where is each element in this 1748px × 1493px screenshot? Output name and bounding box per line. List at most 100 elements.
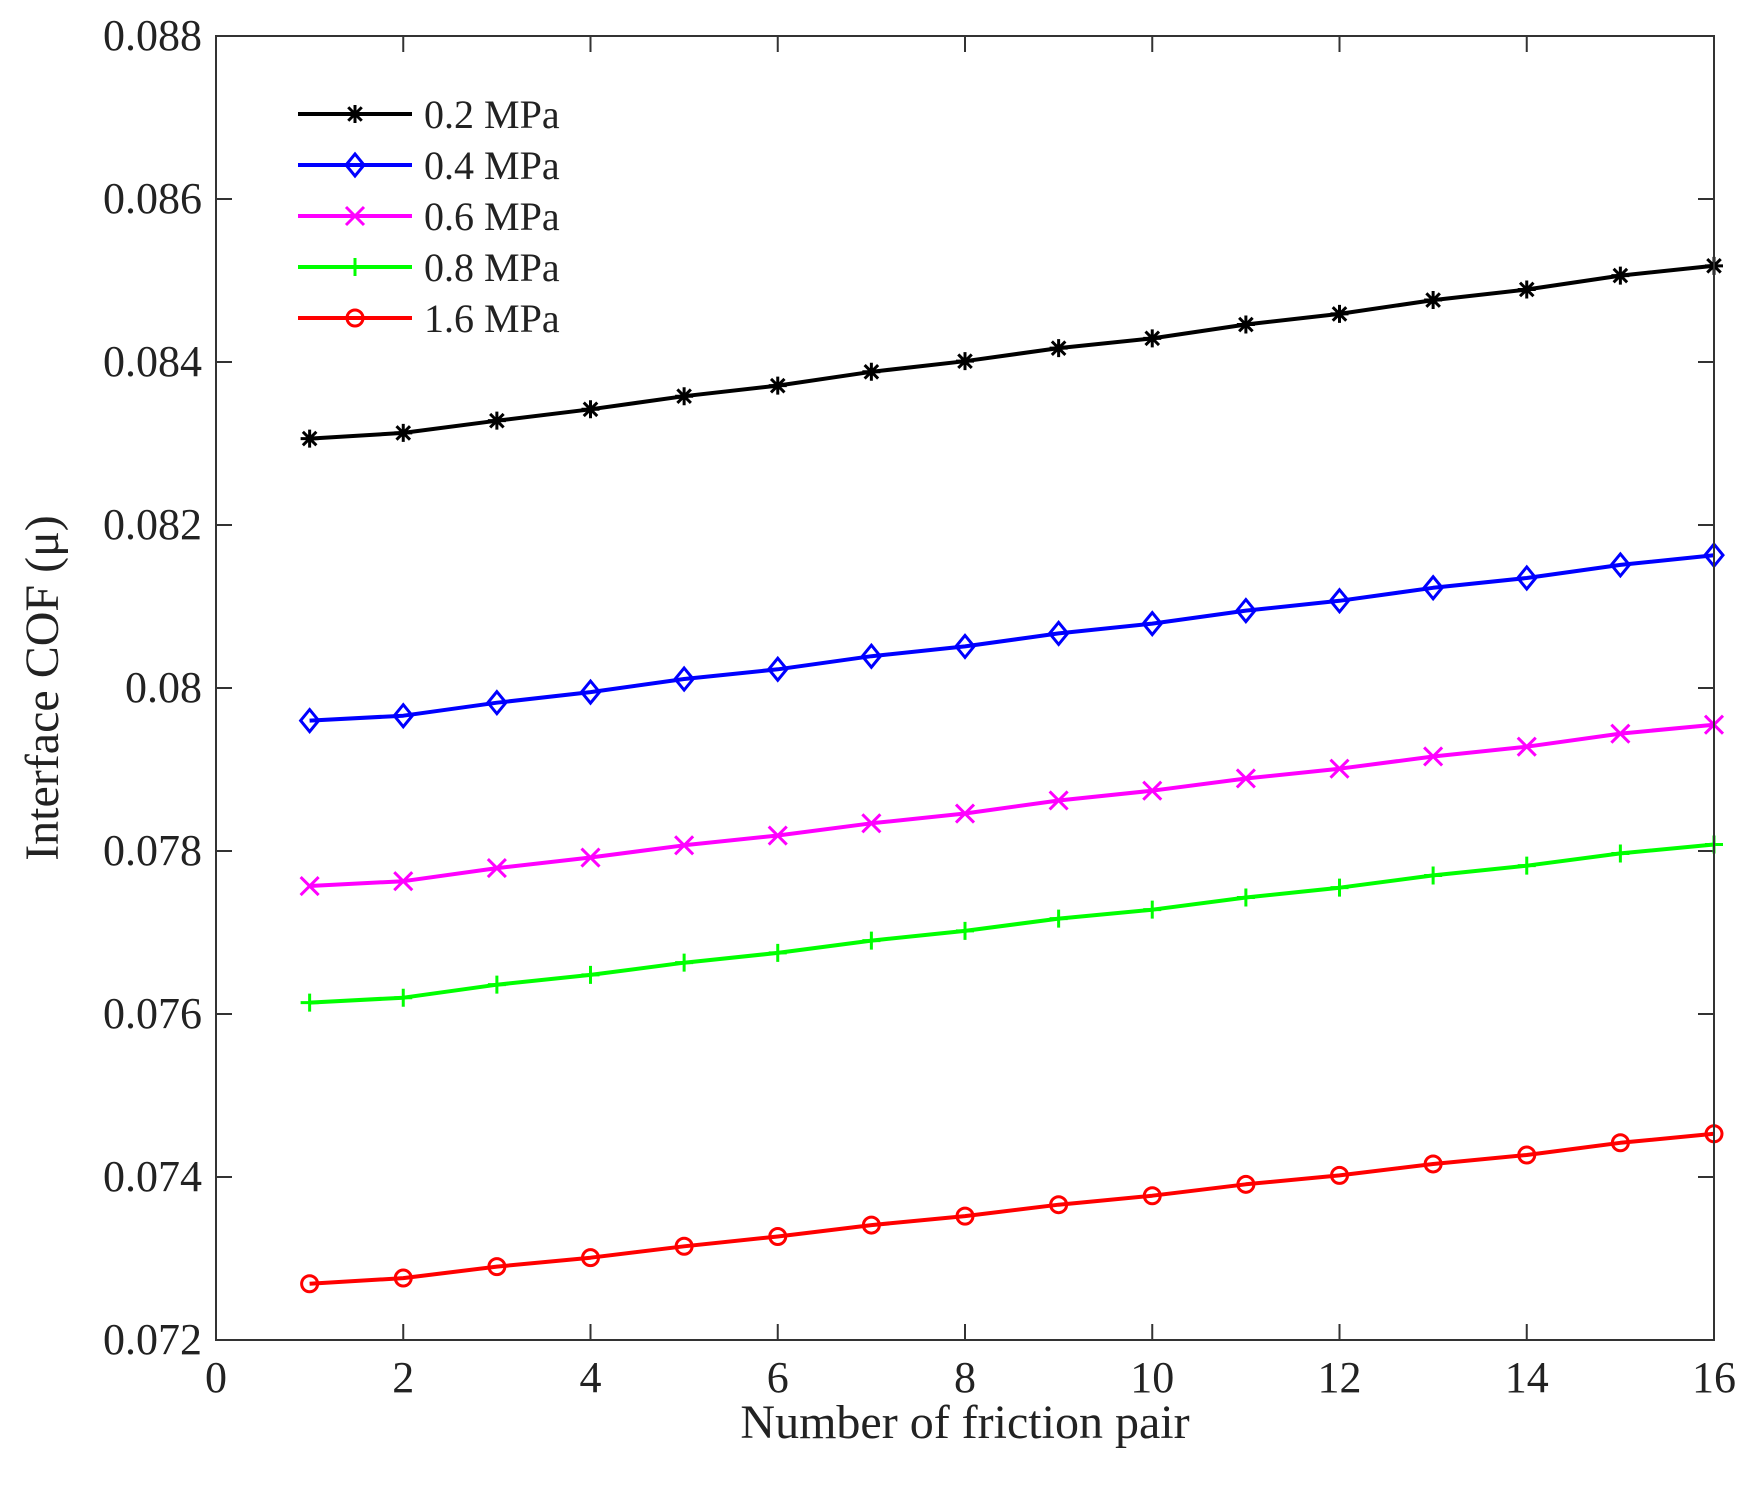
data-point-x — [1610, 723, 1631, 744]
x-tick-label: 2 — [392, 1353, 414, 1402]
data-point-circle — [581, 1248, 600, 1268]
legend-label: 0.4 MPa — [424, 143, 560, 188]
y-axis-title: Interface COF (μ) — [16, 515, 69, 861]
data-point-plus — [581, 965, 600, 984]
data-point-circle — [1330, 1165, 1349, 1185]
data-point-diamond — [485, 689, 508, 717]
data-point-x — [861, 813, 882, 834]
data-point-asterisk — [581, 400, 600, 419]
data-point-plus — [1236, 888, 1255, 907]
x-tick-label: 8 — [954, 1353, 976, 1402]
series-0_6-MPa — [299, 714, 1725, 897]
data-point-circle — [674, 1236, 694, 1256]
data-point-asterisk — [862, 362, 881, 381]
series-line — [309, 722, 1715, 888]
x-tick-label: 12 — [1318, 1353, 1362, 1402]
data-point-circle — [487, 1257, 507, 1277]
legend-entry: 0.6 MPa — [298, 194, 560, 239]
data-point-plus — [768, 943, 787, 962]
x-tick-label: 6 — [767, 1353, 789, 1402]
data-point-plus — [1611, 844, 1630, 863]
data-point-plus — [394, 988, 413, 1007]
y-tick-label: 0.086 — [103, 174, 202, 223]
data-point-diamond — [344, 151, 366, 179]
data-point-x — [1516, 736, 1537, 757]
data-point-diamond — [954, 633, 976, 660]
x-axis-title: Number of friction pair — [740, 1396, 1189, 1449]
y-tick-label: 0.08 — [125, 663, 202, 712]
data-point-asterisk — [956, 352, 974, 371]
data-point-x — [580, 847, 601, 868]
data-point-asterisk — [1236, 315, 1255, 334]
data-point-diamond — [766, 655, 789, 683]
series-0_4-MPa — [298, 541, 1725, 734]
data-point-circle — [861, 1215, 881, 1235]
data-point-x — [767, 825, 788, 846]
series-line — [309, 1131, 1715, 1286]
series-1_6-MPa — [300, 1124, 1724, 1294]
data-point-asterisk — [768, 376, 787, 395]
legend-entry: 0.2 MPa — [298, 92, 560, 137]
data-point-plus — [1424, 866, 1443, 885]
data-point-diamond — [579, 678, 602, 706]
data-point-circle — [345, 308, 365, 328]
x-tick-label: 4 — [580, 1353, 602, 1402]
data-point-x — [1235, 768, 1256, 789]
data-point-diamond — [673, 665, 696, 693]
data-point-plus — [675, 953, 694, 972]
data-point-asterisk — [1424, 291, 1443, 310]
data-point-plus — [346, 258, 364, 276]
data-point-circle — [768, 1226, 788, 1246]
data-point-plus — [1143, 900, 1162, 919]
data-point-x — [1048, 790, 1069, 811]
data-point-x — [299, 875, 320, 897]
y-tick-label: 0.082 — [103, 500, 202, 549]
data-point-x — [954, 803, 976, 824]
data-point-plus — [862, 931, 881, 950]
data-point-circle — [393, 1268, 413, 1288]
plot-area-frame — [215, 35, 1715, 1341]
data-point-circle — [1142, 1186, 1162, 1206]
data-point-asterisk — [1611, 266, 1630, 285]
data-point-diamond — [392, 702, 415, 730]
data-point-asterisk — [300, 429, 319, 448]
x-tick-label: 16 — [1692, 1353, 1736, 1402]
y-tick-label: 0.074 — [103, 1152, 202, 1201]
data-point-circle — [300, 1274, 320, 1294]
data-point-circle — [1049, 1195, 1069, 1215]
data-point-asterisk — [487, 411, 506, 430]
data-point-diamond — [1141, 610, 1164, 637]
data-point-x — [393, 871, 414, 892]
legend-label: 0.8 MPa — [424, 245, 560, 290]
data-point-diamond — [1422, 574, 1445, 602]
data-point-plus — [956, 921, 974, 940]
series-line — [309, 553, 1715, 723]
data-point-plus — [1330, 878, 1349, 897]
data-point-x — [674, 835, 695, 856]
y-tick-label: 0.084 — [103, 337, 202, 386]
data-point-asterisk — [346, 105, 364, 123]
data-point-plus — [1049, 909, 1068, 928]
data-point-x — [1329, 758, 1350, 779]
data-point-diamond — [1047, 620, 1070, 647]
data-point-diamond — [1515, 564, 1538, 592]
data-point-plus — [487, 975, 506, 994]
y-tick-label: 0.088 — [103, 11, 202, 60]
data-point-diamond — [1609, 551, 1632, 579]
data-point-asterisk — [1330, 304, 1349, 323]
y-tick-labels: 0.072 0.074 0.076 0.078 0.08 0.082 0.084 0.086 0… — [103, 11, 202, 1364]
data-point-asterisk — [675, 387, 694, 406]
data-point-circle — [1517, 1145, 1537, 1165]
legend-entry: 0.8 MPa — [298, 245, 560, 290]
x-tick-label: 10 — [1130, 1353, 1174, 1402]
legend-entry: 0.4 MPa — [298, 143, 560, 188]
series-line — [309, 842, 1715, 1005]
y-tick-label: 0.072 — [103, 1315, 202, 1364]
data-point-x — [344, 205, 366, 227]
x-tick-label: 14 — [1505, 1353, 1549, 1402]
data-point-diamond — [1234, 597, 1257, 624]
x-tick-label: 0 — [205, 1353, 227, 1402]
data-point-circle — [955, 1206, 975, 1226]
series-0_2-MPa — [300, 256, 1723, 448]
